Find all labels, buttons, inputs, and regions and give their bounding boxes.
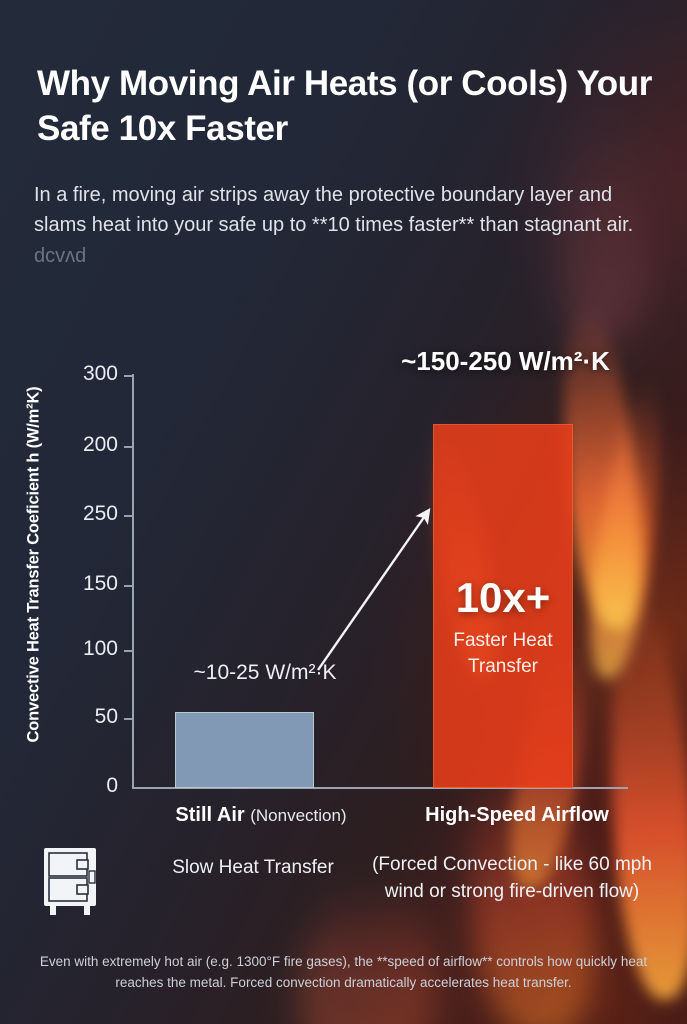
x-axis-line	[132, 787, 628, 789]
y-axis-title: Convective Heat Transfer Coeficient h (W…	[24, 386, 43, 743]
bar-value-label-high-speed-airflow: ~150-250 W/m²·K	[401, 346, 610, 376]
y-tick-label: 50	[94, 705, 118, 728]
y-tick-mark	[124, 375, 133, 377]
page-title: Why Moving Air Heats (or Cools) Your Saf…	[37, 64, 652, 148]
y-axis-tick-labels: 300 200 250 150 100 50 0	[50, 0, 118, 1024]
x-axis-label-still-air: Still Air (Nonvection)	[126, 804, 396, 827]
bar-callout-caption: Faster Heat Transfer	[453, 630, 553, 677]
y-tick-label: 200	[82, 433, 118, 456]
y-axis-line	[132, 374, 134, 789]
y-tick-label: 100	[82, 637, 118, 660]
subtitle-text: In a fire, moving air strips away the pr…	[34, 184, 634, 237]
growth-arrow-icon	[317, 508, 431, 671]
bar-high-speed-airflow	[433, 424, 573, 788]
y-tick-label: 250	[82, 502, 118, 525]
description-still-air: Slow Heat Transfer	[172, 857, 334, 878]
y-tick-mark	[124, 585, 133, 587]
y-tick-mark	[124, 515, 133, 517]
description-high-speed-airflow: (Forced Convection - like 60 mph wind or…	[372, 854, 652, 902]
bar-callout-headline: 10x+	[455, 574, 551, 621]
x-axis-label-still-air-main: Still Air	[175, 804, 251, 826]
y-tick-mark	[124, 650, 133, 652]
y-tick-mark	[124, 446, 133, 448]
footer-note: Even with extremely hot air (e.g. 1300°F…	[39, 954, 648, 990]
page-subtitle: In a fire, moving air strips away the pr…	[34, 180, 648, 271]
x-axis-label-high-speed-airflow: High-Speed Airflow	[425, 804, 609, 826]
bar-value-label-still-air: ~10-25 W/m²·K	[193, 661, 337, 684]
bar-callout: 10x+ Faster Heat Transfer	[433, 574, 573, 679]
x-axis-label-still-air-sub: (Nonvection)	[250, 806, 347, 825]
safe-vault-icon	[44, 848, 96, 915]
y-tick-label: 300	[82, 362, 118, 385]
y-tick-label: 150	[82, 572, 118, 595]
y-tick-mark	[124, 718, 133, 720]
bar-still-air	[175, 712, 314, 788]
subtitle-artifact-text: dcvʌd	[34, 244, 87, 267]
y-tick-label: 0	[106, 774, 118, 797]
